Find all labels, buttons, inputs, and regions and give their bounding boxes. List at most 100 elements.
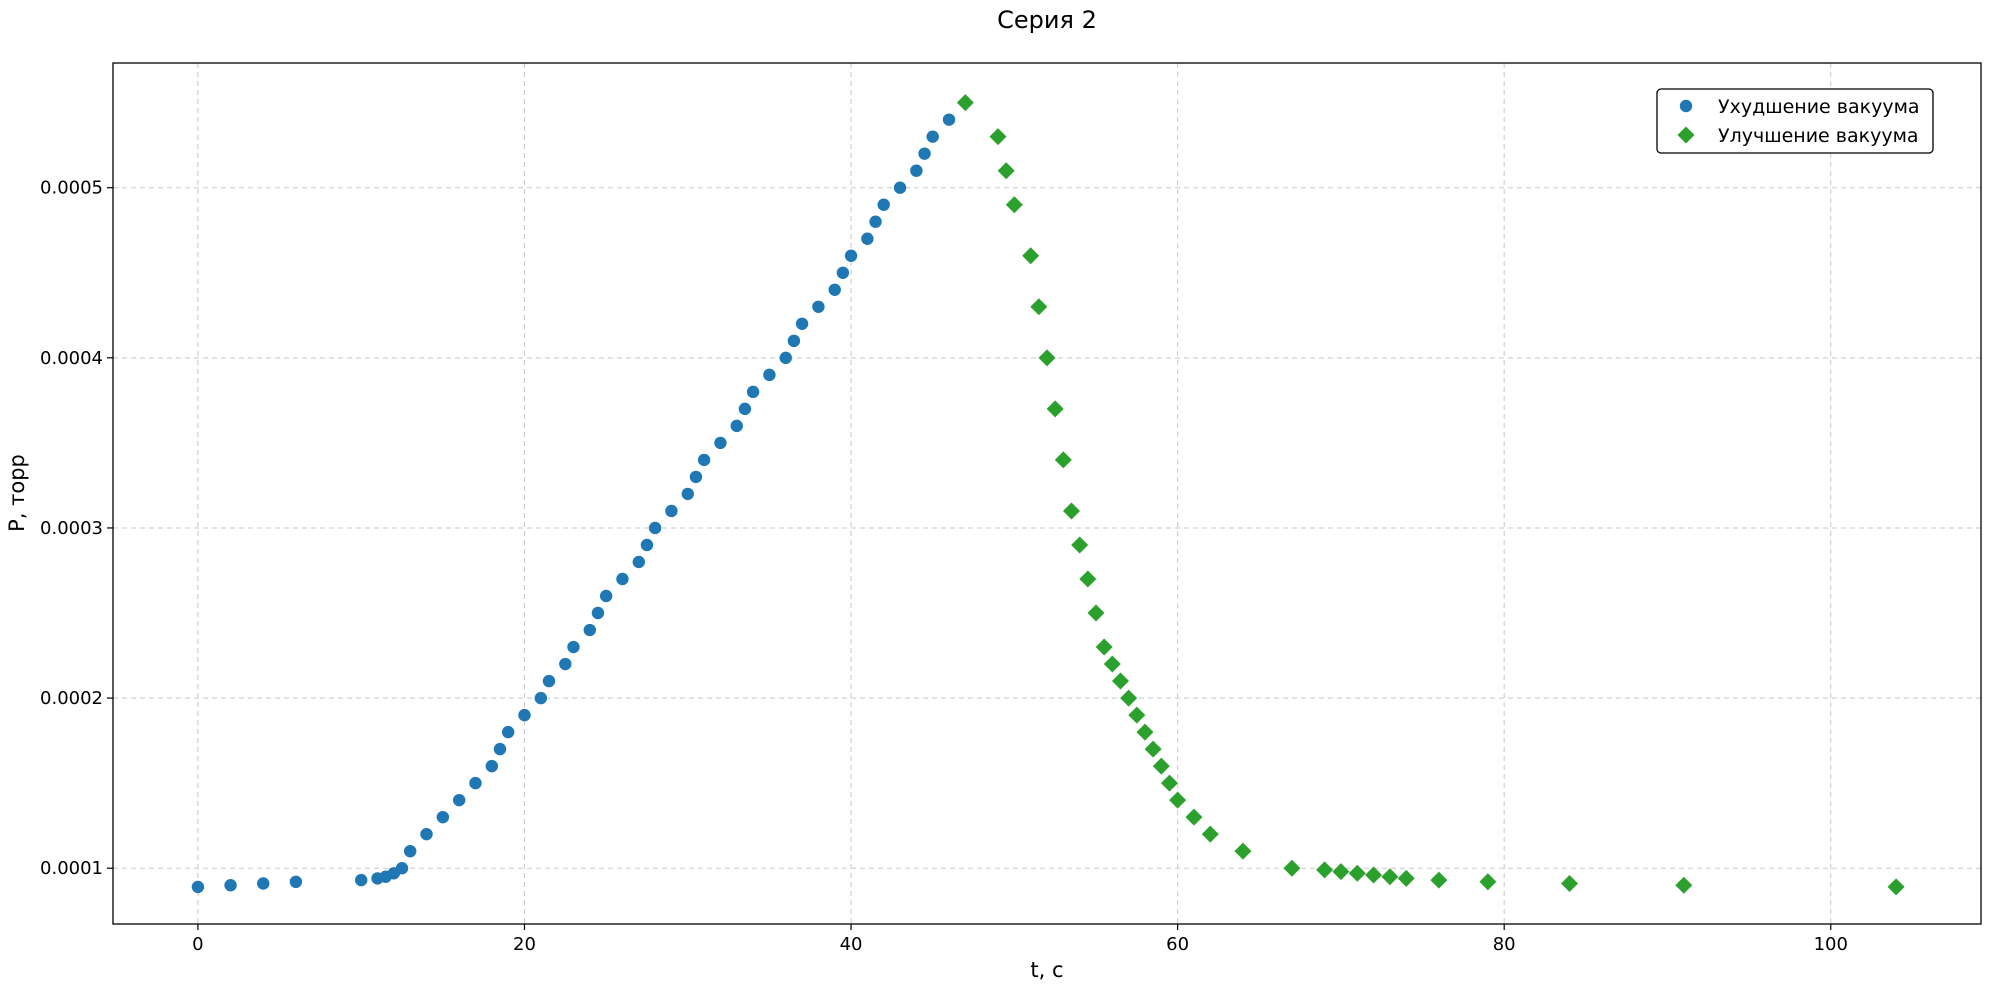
y-axis-ticks: 0.0001 0.0002 0.0003 0.0004 0.0005 [40,178,113,879]
data-point-series-1 [893,181,907,194]
data-point-series-1 [763,368,776,382]
data-point-series-2 [1234,842,1252,860]
legend-entry-1: Ухудшение вакуума [1718,96,1920,118]
legend-marker-1 [1679,99,1693,113]
data-point-series-2 [1022,247,1040,265]
legend-box [1656,88,1934,154]
data-point-series-1 [469,776,482,790]
data-point-series-1 [665,504,678,518]
y-tick-label: 0.0003 [40,518,103,539]
data-point-series-1 [869,215,882,228]
data-point-series-2 [1030,298,1048,316]
data-point-series-1 [257,877,270,890]
data-point-series-2 [1087,604,1105,622]
data-point-series-1 [828,283,841,296]
data-point-series-1 [559,657,572,671]
data-point-series-2 [1430,871,1448,889]
data-point-series-2 [1332,863,1350,881]
data-point-series-2 [1160,774,1178,792]
x-tick-label: 100 [1814,934,1848,955]
x-tick-label: 20 [513,934,536,955]
data-point-series-1 [795,317,809,331]
legend-markers [1677,99,1695,144]
x-tick-label: 0 [192,934,203,955]
data-point-series-1 [746,385,760,399]
data-point-series-1 [730,419,743,433]
data-point-series-2 [1136,723,1154,741]
data-point-series-2 [1561,875,1579,893]
data-point-series-1 [224,879,237,892]
data-point-series-1 [640,538,654,552]
data-point-series-1 [191,880,205,894]
data-point-series-1 [395,861,409,875]
data-point-series-2 [1144,740,1162,758]
y-axis-label: P, торр [5,454,29,532]
data-point-series-2 [1316,861,1334,879]
data-point-series-1 [493,742,507,756]
y-tick-label: 0.0004 [40,348,103,369]
data-point-series-2 [1046,400,1064,418]
data-point-series-1 [616,572,629,586]
data-point-series-1 [420,827,433,841]
data-point-series-1 [877,198,890,211]
data-point-series-1 [542,674,556,688]
data-point-series-1 [714,436,727,450]
data-points [191,94,1905,896]
x-tick-label: 80 [1493,934,1516,955]
data-point-series-1 [289,875,303,889]
data-point-series-2 [1103,655,1121,673]
data-point-series-1 [501,725,515,739]
data-point-series-1 [354,873,368,887]
legend-entry-2: Улучшение вакуума [1718,125,1919,147]
grid [113,63,1981,924]
data-point-series-2 [1062,502,1080,520]
chart-title: Серия 2 [997,6,1097,34]
data-point-series-2 [1887,878,1905,896]
data-point-series-2 [1479,873,1497,891]
data-point-series-1 [583,623,596,637]
data-point-series-2 [997,162,1015,180]
legend: Ухудшение вакуума Улучшение вакуума [1656,88,1934,154]
data-point-series-1 [681,487,694,501]
data-point-series-1 [599,589,613,603]
data-point-series-1 [567,640,580,654]
data-point-series-2 [1005,196,1023,214]
y-tick-label: 0.0001 [40,858,103,879]
x-axis-label: t, с [1030,958,1063,982]
data-point-series-1 [591,606,605,620]
data-point-series-1 [812,300,825,313]
data-point-series-2 [1365,866,1383,884]
data-point-series-2 [1120,689,1138,707]
data-point-series-2 [1169,791,1187,809]
data-point-series-2 [1185,808,1203,826]
x-tick-label: 40 [840,934,863,955]
data-point-series-1 [518,708,531,722]
data-point-series-1 [452,793,466,807]
data-point-series-2 [1397,869,1415,887]
data-point-series-2 [956,94,974,112]
data-point-series-1 [787,334,801,348]
data-point-series-1 [926,130,939,143]
data-point-series-2 [1128,706,1146,724]
data-point-series-1 [436,810,450,824]
data-point-series-1 [485,759,499,773]
data-point-series-2 [1152,757,1170,775]
y-tick-label: 0.0005 [40,178,103,199]
data-point-series-1 [910,164,923,177]
data-point-series-1 [861,232,874,245]
data-point-series-1 [836,266,850,279]
data-point-series-1 [632,555,645,569]
data-point-series-1 [697,453,711,467]
x-axis-ticks: 0 20 40 60 80 100 [192,924,1848,955]
data-point-series-1 [844,249,858,262]
data-point-series-1 [534,691,548,705]
data-point-series-2 [1381,868,1399,886]
data-point-series-2 [1675,876,1693,894]
data-point-series-1 [918,147,931,160]
y-tick-label: 0.0002 [40,688,103,709]
data-point-series-2 [1111,672,1129,690]
x-tick-label: 60 [1166,934,1189,955]
data-point-series-2 [1071,536,1089,554]
plot-frame [112,62,1982,925]
